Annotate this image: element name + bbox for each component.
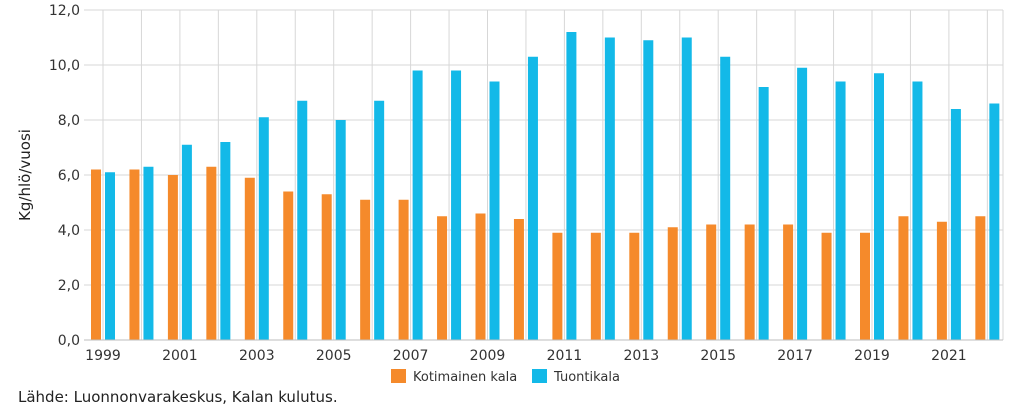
- bar-tuonti: [720, 56, 731, 340]
- bar-kotimainen: [360, 199, 371, 340]
- bar-kotimainen: [590, 232, 601, 340]
- bar-tuonti: [874, 73, 884, 340]
- bar-tuonti: [912, 81, 923, 340]
- y-tick-label: 4,0: [58, 223, 80, 239]
- bar-tuonti: [412, 70, 423, 340]
- bar-tuonti: [758, 87, 769, 340]
- bar-tuonti: [220, 142, 231, 340]
- bar-kotimainen: [437, 216, 448, 340]
- bar-kotimainen: [513, 219, 524, 340]
- bar-tuonti: [835, 81, 846, 340]
- bar-kotimainen: [552, 232, 563, 340]
- chart-axes: 0,0 2,0 4,0 6,0 8,0 10,0 12,0 1999 2001 2003 2005 2…: [49, 3, 1003, 364]
- bar-kotimainen: [244, 177, 255, 340]
- y-tick-label: 10,0: [49, 58, 80, 74]
- bar-kotimainen: [167, 175, 178, 340]
- bar-tuonti: [643, 40, 654, 340]
- grid-lines: [84, 9, 1004, 341]
- bar-tuonti: [950, 109, 961, 340]
- bar-tuonti: [604, 37, 615, 340]
- bar-kotimainen: [706, 224, 717, 340]
- x-tick-label: 1999: [85, 348, 121, 364]
- bar-kotimainen: [91, 169, 101, 340]
- bar-tuonti: [181, 144, 192, 340]
- bar-tuonti: [527, 56, 538, 340]
- bar-kotimainen: [629, 232, 640, 340]
- x-tick-label: 2013: [623, 348, 659, 364]
- bar-tuonti: [374, 100, 385, 340]
- bar-kotimainen: [898, 216, 909, 340]
- bar-kotimainen: [129, 169, 140, 340]
- y-tick-label: 12,0: [49, 3, 80, 19]
- bar-tuonti: [566, 32, 577, 340]
- bar-kotimainen: [321, 194, 332, 340]
- x-tick-label: 2001: [162, 348, 198, 364]
- bar-tuonti: [143, 166, 154, 340]
- legend-label: Tuontikala: [553, 370, 620, 385]
- bar-tuonti: [797, 67, 808, 340]
- bar-kotimainen: [783, 224, 794, 340]
- legend-swatch: [532, 369, 547, 383]
- bar-tuonti: [297, 100, 308, 340]
- bar-kotimainen: [821, 232, 832, 340]
- y-tick-label: 2,0: [58, 278, 80, 294]
- bar-tuonti: [451, 70, 462, 340]
- y-tick-label: 0,0: [58, 333, 80, 349]
- legend-swatch: [391, 369, 406, 383]
- bar-tuonti: [989, 103, 1000, 340]
- bar-kotimainen: [860, 232, 870, 340]
- bar-kotimainen: [936, 221, 947, 340]
- x-tick-label: 2017: [777, 348, 813, 364]
- bar-kotimainen: [206, 166, 217, 340]
- bar-kotimainen: [398, 199, 409, 340]
- bar-kotimainen: [667, 227, 678, 340]
- y-tick-label: 8,0: [58, 113, 80, 129]
- x-tick-label: 2015: [700, 348, 736, 364]
- x-tick-label: 2007: [393, 348, 429, 364]
- fish-consumption-chart: 0,0 2,0 4,0 6,0 8,0 10,0 12,0 1999 2001 2003 2005 2…: [16, 3, 1004, 385]
- x-tick-label: 2021: [931, 348, 967, 364]
- bar-tuonti: [105, 172, 115, 340]
- legend-label: Kotimainen kala: [413, 370, 517, 385]
- x-tick-label: 2005: [316, 348, 352, 364]
- x-tick-label: 2011: [547, 348, 583, 364]
- bar-kotimainen: [975, 216, 986, 340]
- bar-tuonti: [335, 120, 346, 340]
- legend: Kotimainen kala Tuontikala: [391, 369, 620, 385]
- x-tick-label: 2009: [470, 348, 506, 364]
- bar-kotimainen: [744, 224, 755, 340]
- bar-tuonti: [681, 37, 692, 340]
- bar-kotimainen: [475, 213, 486, 340]
- y-axis-title: Kg/hlö/vuosi: [16, 129, 34, 221]
- x-tick-label: 2019: [854, 348, 890, 364]
- source-note: Lähde: Luonnonvarakeskus, Kalan kulutus.: [18, 388, 338, 406]
- x-tick-label: 2003: [239, 348, 275, 364]
- y-tick-label: 6,0: [58, 168, 80, 184]
- bar-kotimainen: [283, 191, 294, 340]
- bar-tuonti: [258, 117, 269, 340]
- bar-tuonti: [489, 81, 500, 340]
- chart-bars: [91, 32, 1000, 340]
